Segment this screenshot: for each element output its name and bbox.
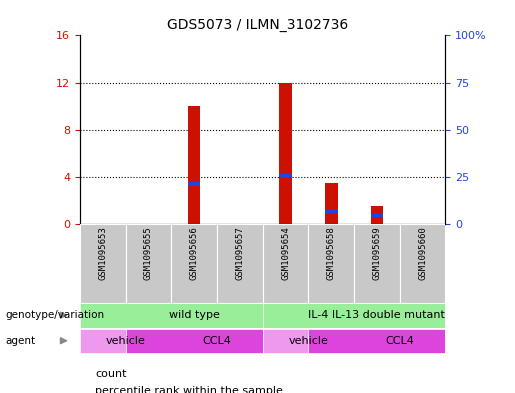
Text: wild type: wild type	[168, 310, 219, 320]
Text: GSM1095660: GSM1095660	[418, 226, 427, 280]
Bar	[308, 329, 445, 353]
Bar	[370, 213, 383, 217]
Text: GDS5073 / ILMN_3102736: GDS5073 / ILMN_3102736	[167, 18, 348, 32]
Text: CCL4: CCL4	[385, 336, 414, 346]
Bar	[263, 303, 445, 328]
Text: IL-4 IL-13 double mutant: IL-4 IL-13 double mutant	[308, 310, 445, 320]
Bar	[80, 224, 126, 303]
Bar	[263, 224, 308, 303]
Bar	[126, 329, 263, 353]
Text: genotype/variation: genotype/variation	[5, 310, 104, 320]
Bar	[187, 182, 200, 186]
Bar	[279, 174, 292, 178]
Text: CCL4: CCL4	[202, 336, 231, 346]
Text: percentile rank within the sample: percentile rank within the sample	[95, 386, 283, 393]
Text: vehicle: vehicle	[106, 336, 145, 346]
Bar	[325, 209, 338, 213]
Text: agent: agent	[5, 336, 35, 346]
Bar	[126, 224, 171, 303]
Text: GSM1095655: GSM1095655	[144, 226, 153, 280]
Bar	[80, 329, 126, 353]
Bar	[217, 224, 263, 303]
Text: GSM1095659: GSM1095659	[372, 226, 382, 280]
Bar	[354, 224, 400, 303]
Text: vehicle: vehicle	[288, 336, 328, 346]
Bar	[187, 106, 200, 224]
Text: count: count	[95, 369, 127, 379]
Bar	[279, 83, 292, 224]
Text: GSM1095654: GSM1095654	[281, 226, 290, 280]
Bar	[171, 224, 217, 303]
Text: GSM1095658: GSM1095658	[327, 226, 336, 280]
Bar	[80, 303, 263, 328]
Text: GSM1095657: GSM1095657	[235, 226, 244, 280]
Bar	[325, 183, 338, 224]
Bar	[308, 224, 354, 303]
Bar	[370, 206, 383, 224]
Bar	[400, 224, 445, 303]
Bar	[263, 329, 308, 353]
Text: GSM1095656: GSM1095656	[190, 226, 199, 280]
Text: GSM1095653: GSM1095653	[98, 226, 107, 280]
